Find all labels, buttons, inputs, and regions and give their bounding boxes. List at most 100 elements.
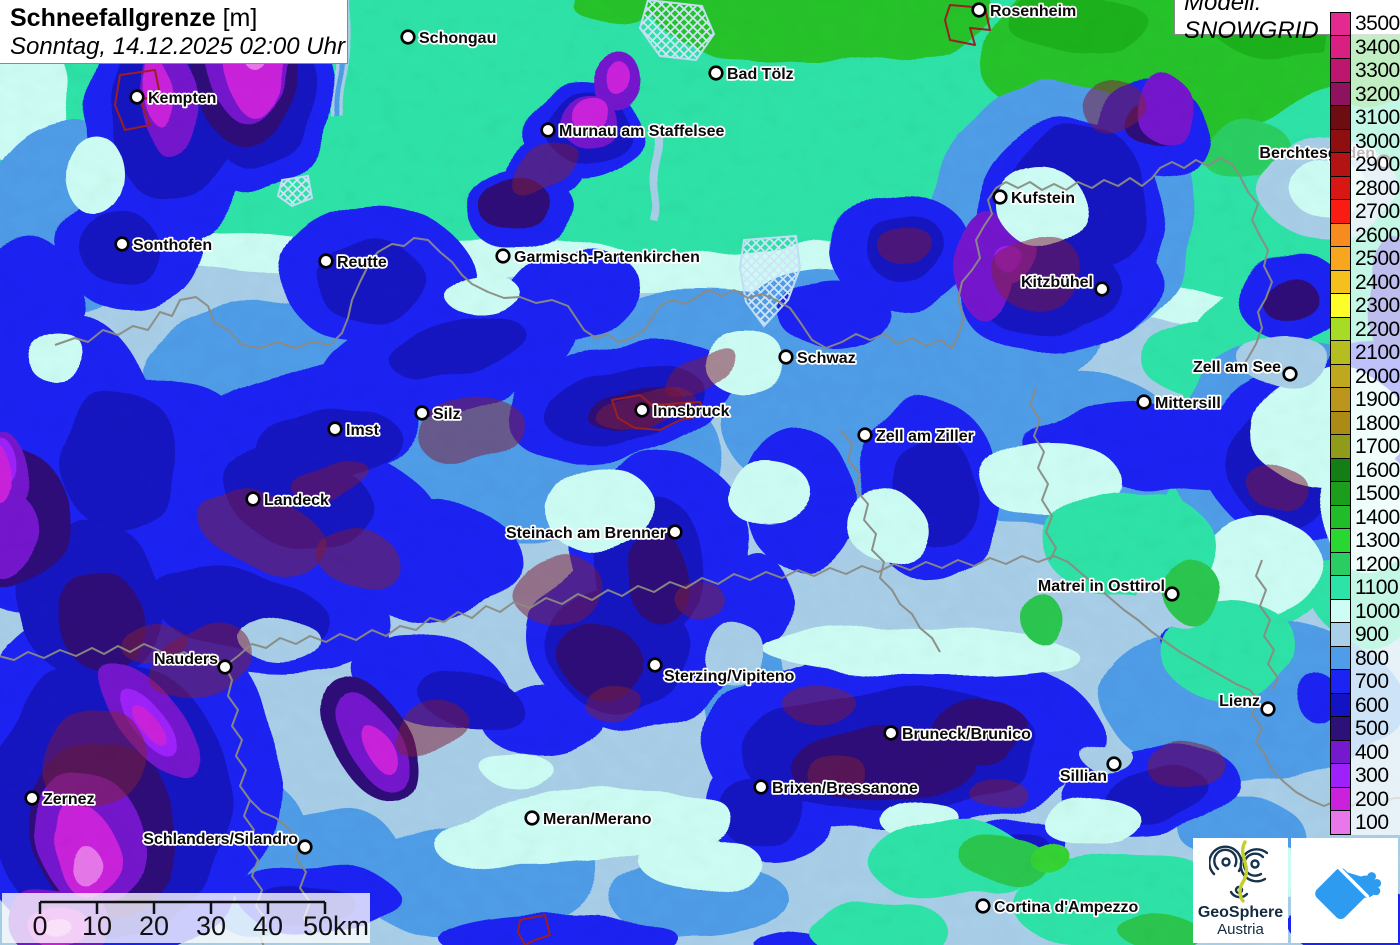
legend-swatch: [1330, 247, 1351, 271]
legend-entry: 400: [1330, 740, 1400, 764]
city-label: Garmisch-Partenkirchen: [514, 249, 700, 266]
city-marker: [114, 236, 130, 252]
legend-value: 1100: [1351, 576, 1400, 600]
legend-swatch: [1330, 505, 1351, 529]
city-marker: [297, 839, 313, 855]
partner-logo-box: [1291, 838, 1398, 943]
legend-value: 2100: [1351, 341, 1400, 365]
title-unit: [m]: [222, 4, 258, 32]
legend-value: 1600: [1351, 458, 1400, 482]
city-marker: [1136, 394, 1152, 410]
legend-swatch: [1330, 576, 1351, 600]
city-marker: [647, 657, 663, 673]
city-marker: [524, 810, 540, 826]
legend-swatch: [1330, 129, 1351, 153]
legend-value: 2600: [1351, 223, 1400, 247]
city-label: Schlanders/Silandro: [143, 831, 298, 848]
legend-swatch: [1330, 200, 1351, 224]
legend-swatch: [1330, 294, 1351, 318]
legend-value: 1300: [1351, 529, 1400, 553]
legend-swatch: [1330, 411, 1351, 435]
legend-value: 700: [1351, 670, 1400, 694]
legend-entry: 700: [1330, 670, 1400, 694]
legend-entry: 800: [1330, 646, 1400, 670]
legend-swatch: [1330, 740, 1351, 764]
legend-entry: 1000: [1330, 599, 1400, 623]
model-box: Modell: SNOWGRID: [1174, 0, 1400, 44]
legend-swatch: [1330, 106, 1351, 130]
legend-swatch: [1330, 717, 1351, 741]
city-label: Kitzbühel: [1021, 274, 1093, 291]
scale-bar-label: 20: [138, 911, 170, 941]
legend-swatch: [1330, 435, 1351, 459]
legend-value: 1500: [1351, 482, 1400, 506]
legend-swatch: [1330, 270, 1351, 294]
city-label: Bruneck/Brunico: [902, 726, 1031, 743]
scale-bar-label: 0: [32, 911, 48, 941]
city-label: Sterzing/Vipiteno: [664, 668, 795, 685]
legend-value: 2000: [1351, 364, 1400, 388]
legend-entry: 300: [1330, 764, 1400, 788]
city-marker: [1106, 756, 1122, 772]
legend-value: 900: [1351, 623, 1400, 647]
legend-value: 1200: [1351, 552, 1400, 576]
city-marker: [24, 790, 40, 806]
legend-entry: 3500: [1330, 12, 1400, 36]
legend-entry: 1600: [1330, 458, 1400, 482]
legend-value: 2900: [1351, 153, 1400, 177]
city-marker: [975, 898, 991, 914]
legend-entry: 2600: [1330, 223, 1400, 247]
legend-entry: 2000: [1330, 364, 1400, 388]
legend-value: 2500: [1351, 247, 1400, 271]
title-box: Schneefallgrenze [m] Sonntag, 14.12.2025…: [0, 0, 348, 64]
city-label: Kempten: [148, 90, 216, 107]
legend-value: 1000: [1351, 599, 1400, 623]
legend-value: 200: [1351, 787, 1400, 811]
city-label: Schongau: [419, 30, 496, 47]
legend-value: 1400: [1351, 505, 1400, 529]
city-marker: [318, 253, 334, 269]
geosphere-country: Austria: [1217, 921, 1264, 938]
mountain-hand-icon: [1314, 866, 1381, 919]
city-marker: [129, 89, 145, 105]
city-label: Murnau am Staffelsee: [559, 123, 724, 140]
legend-entry: 3200: [1330, 82, 1400, 106]
legend-swatch: [1330, 623, 1351, 647]
legend-swatch: [1330, 670, 1351, 694]
legend-swatch: [1330, 482, 1351, 506]
scale-bar-label: 50km: [302, 911, 370, 941]
legend-entry: 2100: [1330, 341, 1400, 365]
city-marker: [1094, 281, 1110, 297]
city-marker: [245, 491, 261, 507]
legend-value: 1700: [1351, 435, 1400, 459]
scale-bar-label: 10: [81, 911, 113, 941]
city-label: Zell am Ziller: [876, 428, 974, 445]
city-marker: [753, 779, 769, 795]
legend-value: 3400: [1351, 35, 1400, 59]
legend-entry: 2500: [1330, 247, 1400, 271]
legend-entry: 3000: [1330, 129, 1400, 153]
legend-entry: 2200: [1330, 317, 1400, 341]
city-marker: [992, 189, 1008, 205]
legend-value: 400: [1351, 740, 1400, 764]
city-marker: [540, 122, 556, 138]
legend-entry: 2400: [1330, 270, 1400, 294]
legend-value: 2200: [1351, 317, 1400, 341]
city-label: Kufstein: [1011, 190, 1075, 207]
city-label: Bad Tölz: [727, 66, 794, 83]
scale-bar-label: 30: [195, 911, 227, 941]
legend-entry: 2700: [1330, 200, 1400, 224]
legend-swatch: [1330, 599, 1351, 623]
legend-value: 1800: [1351, 411, 1400, 435]
legend-entry: 1300: [1330, 529, 1400, 553]
legend-value: 3500: [1351, 12, 1400, 36]
city-marker: [327, 421, 343, 437]
legend-value: 1900: [1351, 388, 1400, 412]
city-marker: [971, 2, 987, 18]
legend-value: 3100: [1351, 106, 1400, 130]
legend-value: 2300: [1351, 294, 1400, 318]
city-marker: [778, 349, 794, 365]
legend-value: 500: [1351, 717, 1400, 741]
legend-entry: 2900: [1330, 153, 1400, 177]
